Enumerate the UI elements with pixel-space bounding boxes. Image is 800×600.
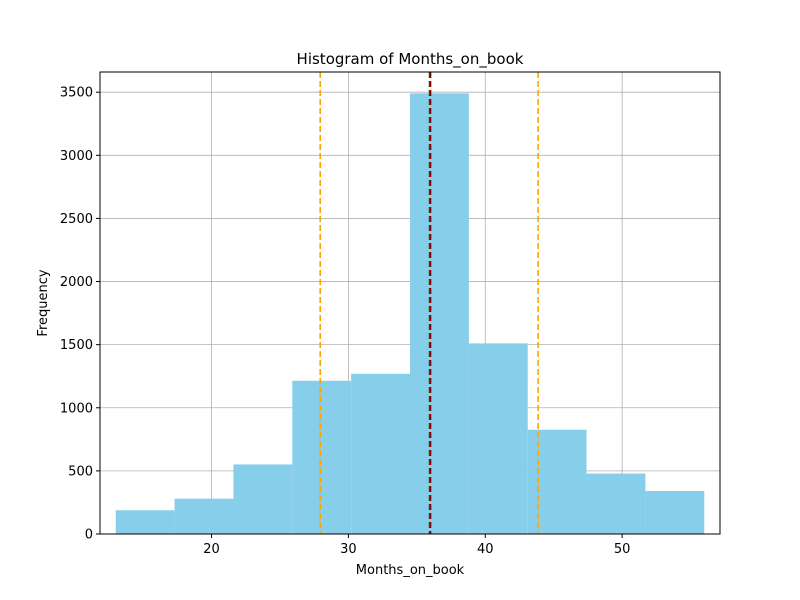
histogram-bar: [527, 429, 587, 534]
x-tick-label: 50: [614, 542, 631, 557]
histogram-bar: [233, 464, 293, 534]
x-tick-label: 30: [340, 542, 357, 557]
histogram-bar: [351, 373, 410, 534]
y-tick-label: 1000: [60, 401, 93, 416]
x-tick-label: 20: [203, 542, 220, 557]
y-tick-label: 3500: [60, 86, 93, 101]
y-tick-label: 1500: [60, 338, 93, 353]
histogram-bar: [586, 473, 646, 534]
histogram-bar: [468, 343, 528, 534]
y-tick-label: 2000: [60, 275, 93, 290]
chart-title: Histogram of Months_on_book: [297, 50, 524, 69]
histogram-bar: [645, 490, 705, 534]
histogram-bar: [174, 498, 234, 534]
reference-lines-layer: [319, 72, 539, 534]
y-tick-label: 3000: [60, 149, 93, 164]
x-axis-label: Months_on_book: [356, 563, 465, 578]
histogram-bar: [292, 380, 352, 534]
plot-frame: [99, 71, 721, 535]
histogram-bar: [115, 510, 175, 534]
y-tick-label: 0: [85, 528, 93, 543]
bars-layer: [115, 93, 705, 534]
y-axis-label: Frequency: [36, 269, 51, 336]
y-tick-label: 2500: [60, 212, 93, 227]
histogram-bar: [410, 93, 469, 534]
y-tick-label: 500: [68, 464, 93, 479]
x-tick-label: 40: [477, 542, 494, 557]
